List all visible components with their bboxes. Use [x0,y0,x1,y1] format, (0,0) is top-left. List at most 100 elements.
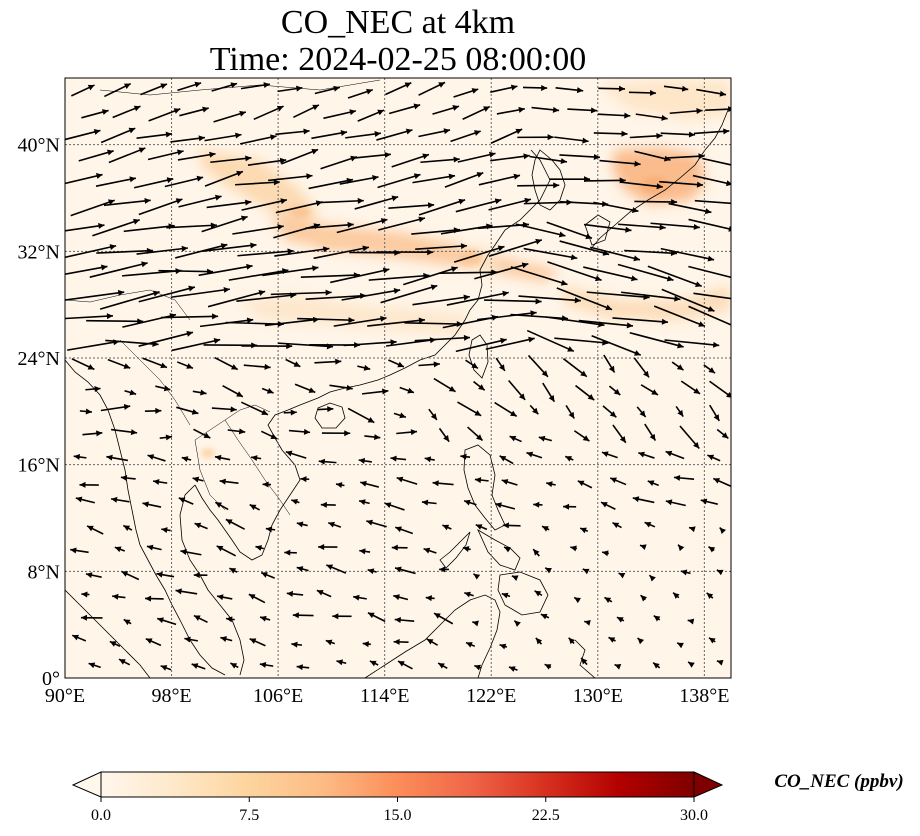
wind-arrow-head [194,81,202,88]
wind-arrow-head [198,135,205,142]
wind-arrow [713,477,731,487]
wind-arrow-shaft [599,159,641,166]
wind-arrow-head [359,499,366,506]
wind-arrow-head [287,248,294,255]
wind-arrow [488,197,532,211]
wind-arrow-shaft [693,292,731,300]
wind-arrow [81,591,90,598]
wind-arrow-head [382,388,389,395]
wind-arrow [230,662,239,669]
wind-arrow [347,88,373,99]
wind-arrow-shaft [578,319,634,327]
wind-arrow [259,615,271,622]
wind-arrow-head [217,594,224,601]
wind-arrow-head [393,594,400,601]
wind-arrow-head [502,522,509,529]
wind-arrow-head [265,526,273,533]
x-tick-label: 98°E [151,685,191,707]
wind-arrow-head [181,245,188,252]
wind-arrow-head [633,255,640,262]
wind-arrow [639,544,647,551]
wind-arrow [554,136,589,144]
wind-arrow-head [581,657,588,665]
wind-arrow-head [240,215,248,222]
wind-arrow [65,173,103,185]
wind-arrow-head [513,173,521,180]
wind-arrow-head [95,173,103,179]
wind-arrow [71,634,87,642]
wind-arrow-head [286,343,293,350]
wind-arrow-shaft [647,265,702,287]
wind-arrow-shaft [264,318,320,327]
wind-arrow [296,521,308,528]
wind-arrow [515,223,566,238]
wind-arrow-head [707,255,715,262]
wind-arrow-head [73,453,81,460]
wind-arrow-head [518,393,526,400]
wind-arrow-head [693,441,700,449]
wind-arrow [314,358,342,365]
wind-arrow [85,572,102,579]
wind-arrow [629,331,684,349]
wind-arrow-head [335,482,343,489]
wind-arrow-head [638,451,645,458]
wind-arrow-head [426,638,434,645]
wind-arrow-head [474,664,481,671]
wind-arrow [580,657,588,666]
wind-arrow-head [212,313,219,320]
wind-arrow [663,85,689,92]
wind-arrow-head [478,384,485,391]
wind-arrow [65,313,113,320]
wind-arrow [659,180,704,188]
wind-arrow [241,198,288,211]
wind-arrow-head [81,591,88,598]
wind-arrow-head [568,411,575,419]
wind-arrow-head [666,275,674,282]
wind-arrow [526,451,543,459]
wind-arrow [191,663,206,670]
wind-arrow-head [728,225,731,232]
wind-arrow-head [348,317,355,324]
wind-arrow [680,380,701,395]
wind-arrow [490,153,530,162]
wind-arrow-head [696,108,703,114]
wind-arrow-head [616,617,624,623]
wind-arrow [495,502,516,510]
wind-arrow-head [133,105,141,112]
wind-arrow [424,456,435,463]
wind-arrow [142,501,162,508]
wind-arrow-head [124,83,131,89]
wind-arrow [709,404,720,422]
wind-arrow-head [716,569,724,576]
wind-arrow-head [721,432,729,439]
wind-arrow-head [393,638,400,645]
wind-arrow [467,426,484,442]
wind-arrow-head [473,573,481,580]
wind-arrow [73,453,87,460]
wind-arrow [65,129,101,141]
wind-arrow [517,182,560,189]
wind-arrow [148,108,181,122]
wind-arrow-shaft [440,224,493,235]
wind-arrow-head [610,477,617,484]
wind-arrow [462,105,491,120]
wind-arrow [79,408,93,415]
wind-arrow-head [483,106,490,112]
wind-arrow-head [508,666,516,672]
wind-arrow [118,658,131,666]
wind-arrow-head [285,450,293,457]
wind-arrow [687,661,695,668]
wind-arrow [555,87,584,94]
wind-arrow [531,106,560,113]
wind-arrow [107,358,131,369]
wind-arrow [652,661,661,669]
wind-arrow-head [346,384,353,391]
wind-arrow-shaft [439,271,498,275]
wind-arrow-head [238,428,246,435]
wind-arrow-shaft [378,217,426,231]
wind-arrow-head [393,288,401,294]
wind-arrow [709,380,731,398]
wind-arrow [455,198,502,213]
wind-arrow-shaft [108,147,146,164]
wind-arrow-head [123,525,131,531]
